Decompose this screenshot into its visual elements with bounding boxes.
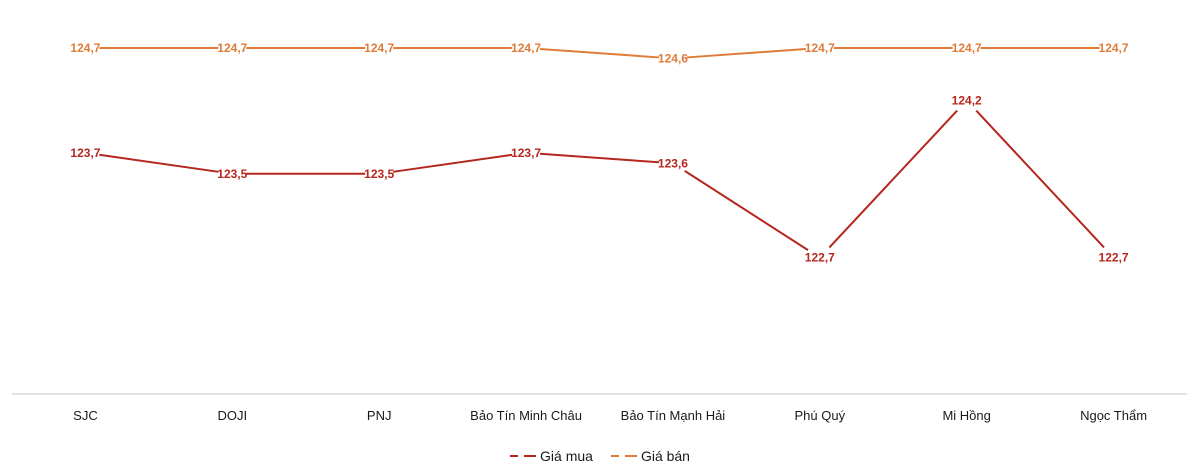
data-label: 123,5 (217, 167, 247, 181)
x-axis-labels: SJC DOJI PNJ Bảo Tín Minh Châu Bảo Tín Mạnh … (73, 408, 1147, 423)
legend-item-buy: Giá mua (510, 448, 593, 464)
data-label: 124,7 (511, 41, 541, 55)
data-label: 123,6 (658, 156, 688, 170)
x-axis-label: Phú Quý (795, 408, 846, 423)
data-label: 123,7 (70, 146, 100, 160)
series-layer: 123,7 123,5 123,5 123,7 123,6 122,7 124,2 122,7… (70, 41, 1128, 265)
x-axis-label: Ngọc Thẩm (1080, 408, 1147, 423)
data-label: 124,7 (217, 41, 247, 55)
legend-swatch-buy-icon (510, 451, 537, 461)
data-label: 124,7 (364, 41, 394, 55)
series-segment (392, 153, 513, 173)
data-label: 124,7 (70, 41, 100, 55)
legend-swatch-sell-icon (610, 451, 637, 461)
series-segment (539, 152, 660, 164)
series-segment (686, 47, 806, 59)
series-segment (975, 109, 1105, 249)
x-axis-label: Bảo Tín Minh Châu (470, 408, 582, 423)
data-label: 124,7 (805, 41, 835, 55)
data-label: 122,7 (1099, 251, 1129, 265)
series-buy: 123,7 123,5 123,5 123,7 123,6 122,7 124,2 122,7 (70, 93, 1128, 264)
x-axis-label: Bảo Tín Mạnh Hải (621, 408, 726, 423)
series-segment (828, 109, 958, 249)
x-axis-label: SJC (73, 408, 98, 423)
x-axis-label: Mi Hồng (942, 408, 990, 423)
data-label: 124,6 (658, 51, 688, 65)
legend-label-buy: Giá mua (540, 448, 593, 464)
data-label: 124,2 (952, 93, 982, 107)
series-segment (684, 170, 809, 251)
legend-item-sell: Giá bán (610, 448, 690, 464)
legend-label-sell: Giá bán (640, 448, 690, 464)
x-axis-label: PNJ (367, 408, 392, 423)
data-label: 122,7 (805, 251, 835, 265)
data-label: 123,5 (364, 167, 394, 181)
data-label: 123,7 (511, 146, 541, 160)
data-label: 124,7 (952, 41, 982, 55)
legend: Giá mua Giá bán (0, 444, 1200, 468)
series-segment (99, 153, 219, 173)
x-axis-label: DOJI (218, 408, 248, 423)
series-segment (539, 47, 660, 59)
data-label: 124,7 (1099, 41, 1129, 55)
series-sell: 124,7 124,7 124,7 124,7 124,6 124,7 124,7 124,7 (70, 41, 1128, 65)
